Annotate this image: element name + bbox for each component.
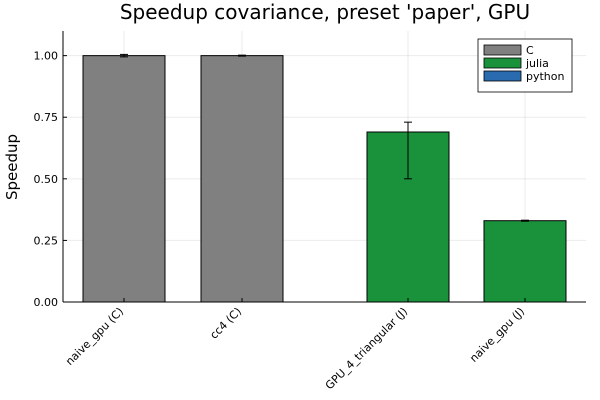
error-bar-1 [238, 54, 246, 57]
chart-title: Speedup covariance, preset 'paper', GPU [120, 0, 530, 24]
y-tick-label-4: 1.00 [34, 50, 59, 63]
legend-swatch-C [483, 44, 522, 56]
x-tick-label-3: naive_gpu (J) [467, 305, 527, 365]
bar-0 [82, 55, 166, 303]
y-axis-label: Speedup [3, 134, 21, 200]
legend-swatch-julia [483, 57, 522, 69]
error-bar-3 [521, 219, 529, 222]
x-tick-label-0: naive_gpu (C) [63, 305, 126, 368]
error-bar-0 [120, 53, 128, 58]
y-tick-label-1: 0.25 [34, 234, 59, 247]
x-tick-label-1: cc4 (C) [207, 305, 244, 342]
legend-label-julia: julia [525, 57, 549, 70]
axes [62, 31, 586, 303]
y-tick-label-0: 0.00 [34, 296, 59, 309]
bar-3 [483, 220, 567, 303]
x-tick-label-2: GPU_4_triangular (J) [323, 305, 410, 392]
bar-1 [200, 55, 284, 303]
x-ticks: naive_gpu (C) cc4 (C) GPU_4_triangular (J)… [63, 298, 527, 392]
bars [82, 53, 567, 303]
y-tick-label-3: 0.75 [34, 111, 59, 124]
y-ticks: 0.00 0.25 0.50 0.75 1.00 [34, 50, 67, 309]
legend-label-C: C [526, 44, 534, 57]
legend-swatch-python [483, 70, 522, 82]
error-bar-2 [404, 121, 412, 180]
legend-label-python: python [526, 70, 565, 83]
y-tick-label-2: 0.50 [34, 173, 59, 186]
